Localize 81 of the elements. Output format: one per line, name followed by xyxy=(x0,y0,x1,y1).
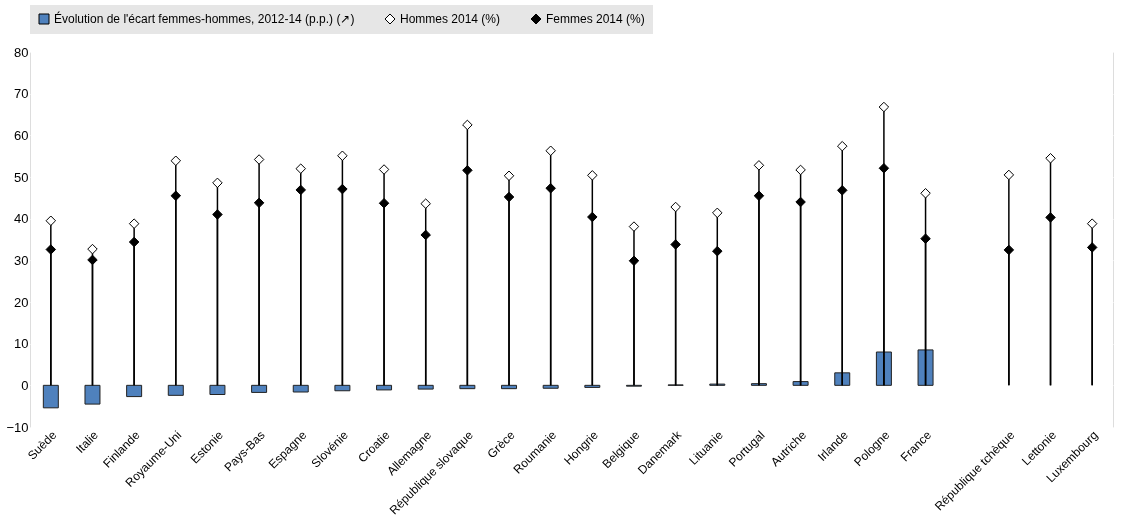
point xyxy=(253,154,265,165)
bar xyxy=(459,384,476,390)
point xyxy=(545,183,556,194)
bar xyxy=(376,384,393,391)
point xyxy=(295,163,306,174)
point xyxy=(670,201,681,213)
point xyxy=(462,119,473,131)
bar xyxy=(917,349,934,386)
bar xyxy=(42,384,59,409)
point xyxy=(87,243,98,255)
point xyxy=(795,196,806,208)
point xyxy=(337,150,348,161)
point xyxy=(712,207,723,219)
point xyxy=(420,198,431,209)
point xyxy=(378,164,390,175)
y-tick-label: 70 xyxy=(14,86,29,102)
point xyxy=(503,191,515,203)
y-tick-label: 80 xyxy=(14,44,29,60)
point xyxy=(253,197,265,209)
y-tick-label: 10 xyxy=(14,336,29,352)
point xyxy=(462,165,473,176)
point xyxy=(628,221,640,232)
point xyxy=(753,190,765,201)
point xyxy=(920,233,931,244)
legend-label: Évolution de l'écart femmes-hommes, 2012-14 (p.p.) (↗) xyxy=(54,11,355,26)
bar xyxy=(84,384,101,405)
bar xyxy=(251,384,268,393)
point xyxy=(45,215,57,226)
legend-label: Femmes 2014 (%) xyxy=(546,12,645,26)
y-tick-label: 50 xyxy=(14,169,29,185)
y-tick-label: 30 xyxy=(14,252,29,268)
point xyxy=(587,170,598,181)
bar xyxy=(167,384,184,396)
point xyxy=(45,244,57,255)
bar xyxy=(501,384,518,390)
y-tick-label: −10 xyxy=(6,419,29,435)
bar xyxy=(292,384,309,393)
point xyxy=(170,155,182,166)
point xyxy=(670,239,681,250)
y-tick-label: 60 xyxy=(14,127,29,143)
point xyxy=(795,164,806,176)
point xyxy=(878,101,890,113)
point xyxy=(753,160,765,171)
point xyxy=(837,140,848,152)
bar xyxy=(834,372,851,386)
point xyxy=(1045,153,1056,164)
point xyxy=(128,218,140,229)
point xyxy=(295,184,306,196)
bar xyxy=(584,384,601,388)
y-tick-label: 40 xyxy=(14,211,29,227)
bar xyxy=(209,384,226,395)
point xyxy=(337,183,348,195)
point xyxy=(1086,242,1098,253)
point xyxy=(1086,218,1098,229)
point xyxy=(878,163,890,174)
point xyxy=(587,211,598,223)
legend-label: Hommes 2014 (%) xyxy=(400,12,501,26)
y-tick-label: 20 xyxy=(14,294,29,310)
point xyxy=(128,236,140,248)
bar xyxy=(334,384,351,392)
point xyxy=(1003,244,1015,256)
point xyxy=(712,245,723,257)
point xyxy=(1045,212,1056,223)
bar xyxy=(875,351,892,386)
point xyxy=(212,177,223,189)
point xyxy=(545,145,556,156)
bar xyxy=(417,384,434,390)
y-tick-label: 0 xyxy=(21,377,29,393)
bar xyxy=(792,381,809,386)
bar xyxy=(542,384,559,389)
point xyxy=(503,170,515,181)
point xyxy=(170,190,182,201)
point xyxy=(378,198,390,209)
point xyxy=(212,209,223,220)
bar xyxy=(126,384,143,398)
point xyxy=(837,185,848,196)
point xyxy=(420,229,431,241)
point xyxy=(1003,169,1015,181)
point xyxy=(920,188,931,199)
point xyxy=(87,254,98,266)
point xyxy=(628,255,640,266)
